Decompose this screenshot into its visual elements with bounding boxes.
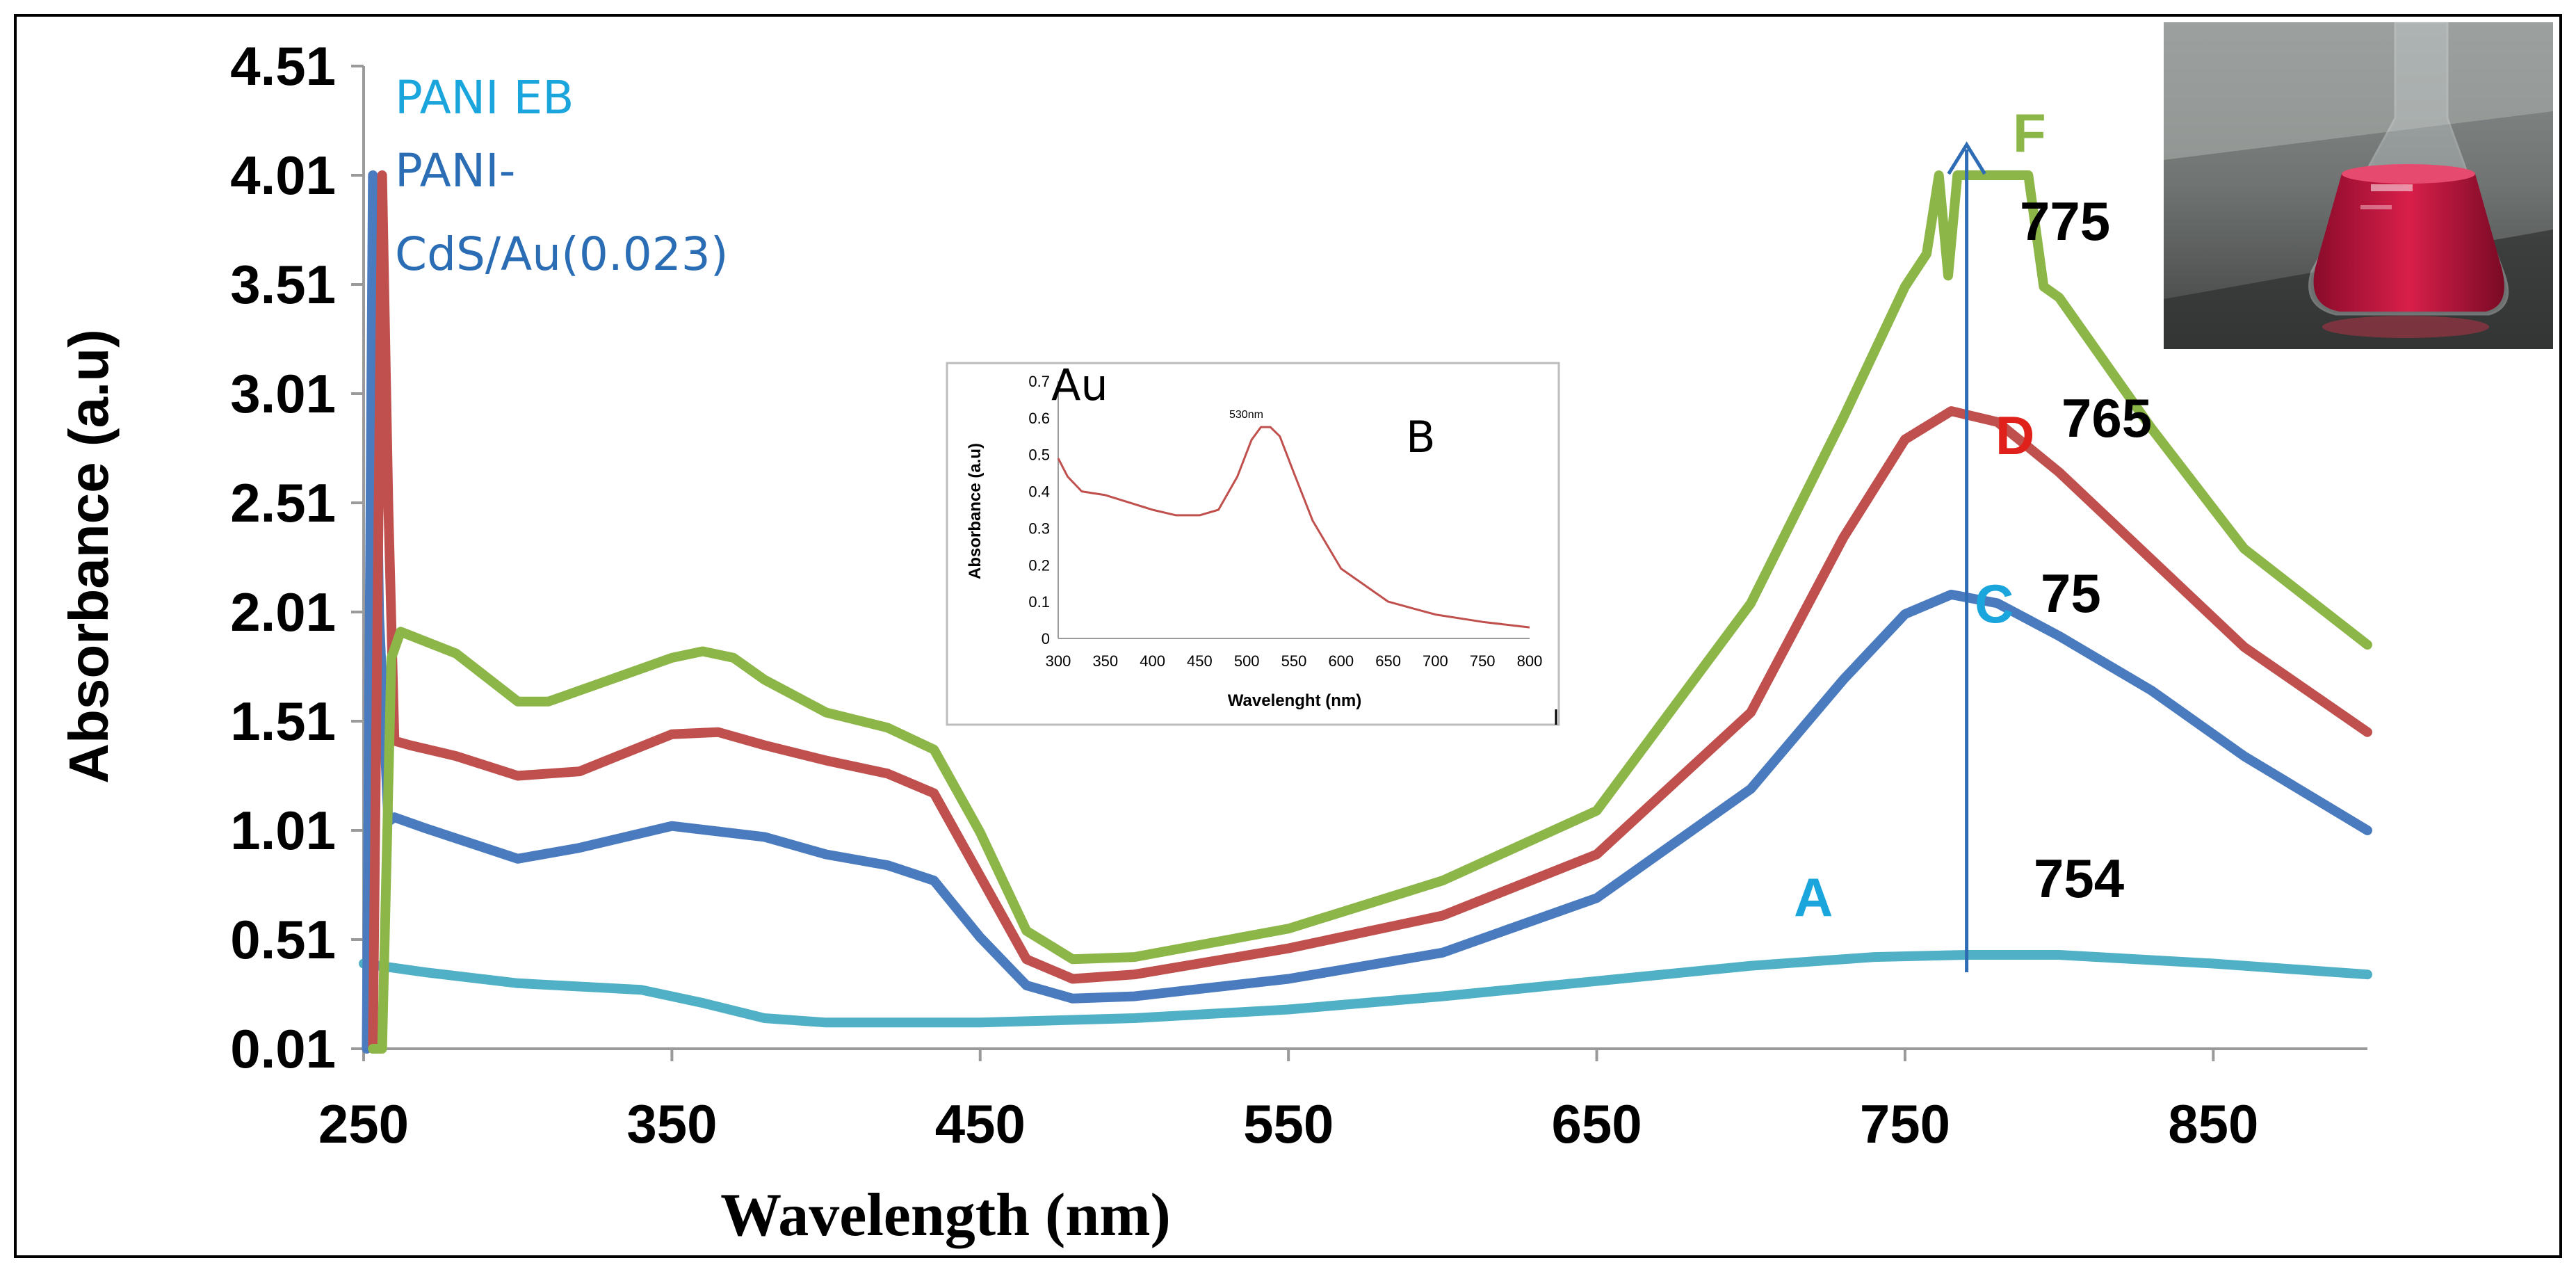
inset-x-tick-label: 400 bbox=[1140, 652, 1165, 670]
inset-y-axis-title: Absorbance (a.u) bbox=[966, 443, 985, 579]
legend-entry-pani-eb: PANI EB bbox=[395, 71, 574, 124]
legend: PANI EB PANI- CdS/Au(0.023) bbox=[395, 71, 729, 281]
curve-label-75: 75 bbox=[2041, 563, 2101, 624]
curve-label-765: 765 bbox=[2061, 387, 2152, 449]
inset-y-tick-label: 0.5 bbox=[1028, 446, 1050, 464]
inset-x-axis-title: Wavelenght (nm) bbox=[1228, 691, 1361, 710]
inset-y-tick-label: 0.7 bbox=[1028, 373, 1050, 390]
series-group bbox=[359, 170, 2372, 1054]
inset-y-tick-label: 0 bbox=[1042, 630, 1050, 647]
increase-arrow bbox=[1947, 141, 1986, 972]
inset-y-ticks: 0 0.1 0.2 0.3 0.4 0.5 0.6 0.7 bbox=[1028, 373, 1050, 647]
y-tick-label: 0.01 bbox=[230, 1018, 336, 1079]
curve-label-775: 775 bbox=[2020, 191, 2110, 252]
series-line-f bbox=[368, 170, 2372, 1054]
inset-chart: 0 0.1 0.2 0.3 0.4 0.5 0.6 0.7 300 350 400 450 500 55… bbox=[946, 360, 1560, 726]
inset-x-tick-label: 700 bbox=[1423, 652, 1448, 670]
inset-x-tick-label: 650 bbox=[1375, 652, 1401, 670]
inset-x-tick-label: 450 bbox=[1187, 652, 1213, 670]
series-line-a bbox=[359, 950, 2372, 1028]
inset-x-tick-label: 600 bbox=[1328, 652, 1354, 670]
curve-label-754: 754 bbox=[2034, 848, 2124, 909]
arrow-head bbox=[1947, 141, 1986, 175]
inset-x-ticks: 300 350 400 450 500 550 600 650 700 750 800 bbox=[1046, 652, 1543, 670]
x-axis-title: Wavelength (nm) bbox=[720, 1182, 1171, 1249]
x-tick-label: 550 bbox=[1243, 1093, 1334, 1154]
legend-entry-pani: PANI- bbox=[395, 144, 515, 198]
y-tick-label: 3.51 bbox=[230, 254, 336, 315]
inset-x-tick-label: 800 bbox=[1517, 652, 1543, 670]
inset-series bbox=[1057, 426, 1530, 629]
x-tick-label: 850 bbox=[2168, 1093, 2258, 1154]
curve-label-d: D bbox=[1995, 405, 2034, 466]
x-tick-label: 650 bbox=[1551, 1093, 1642, 1154]
inset-label-au: Au bbox=[1051, 360, 1108, 410]
y-tick-label: 0.51 bbox=[230, 909, 336, 970]
y-tick-label: 2.01 bbox=[230, 581, 336, 643]
legend-entry-cds-au: CdS/Au(0.023) bbox=[395, 227, 729, 281]
curve-labels: F 775 D 765 C 75 A 754 bbox=[1794, 102, 2152, 928]
inset-y-tick-label: 0.4 bbox=[1028, 483, 1050, 501]
y-tick-label: 4.51 bbox=[230, 35, 336, 97]
x-tick-label: 750 bbox=[1860, 1093, 1950, 1154]
y-tick-label: 1.51 bbox=[230, 691, 336, 752]
inset-series-line bbox=[1057, 426, 1530, 629]
y-tick-label: 4.01 bbox=[230, 145, 336, 206]
curve-label-f: F bbox=[2013, 102, 2046, 163]
inset-y-tick-label: 0.2 bbox=[1028, 556, 1050, 574]
y-tick-label: 1.01 bbox=[230, 800, 336, 861]
x-ticks: 250 350 450 550 650 750 850 bbox=[318, 1049, 2258, 1154]
inset-x-tick-label: 750 bbox=[1470, 652, 1496, 670]
y-tick-label: 2.51 bbox=[230, 472, 336, 533]
inset-x-tick-label: 300 bbox=[1046, 652, 1071, 670]
inset-y-tick-label: 0.1 bbox=[1028, 593, 1050, 611]
y-axis-title: Absorbance (a.u) bbox=[58, 329, 120, 783]
curve-label-a: A bbox=[1794, 867, 1833, 928]
flask-photo bbox=[2164, 21, 2553, 349]
inset-y-tick-label: 0.6 bbox=[1028, 410, 1050, 427]
series-line-c bbox=[362, 170, 2372, 1054]
curve-label-c: C bbox=[1975, 573, 2014, 634]
inset-x-tick-label: 350 bbox=[1092, 652, 1118, 670]
inset-y-tick-label: 0.3 bbox=[1028, 520, 1050, 537]
inset-x-tick-label: 500 bbox=[1234, 652, 1260, 670]
y-tick-label: 3.01 bbox=[230, 363, 336, 424]
x-tick-label: 350 bbox=[626, 1093, 717, 1154]
x-tick-label: 450 bbox=[935, 1093, 1026, 1154]
series-line-d bbox=[368, 170, 2372, 1054]
inset-peak-label: 530nm bbox=[1229, 409, 1263, 421]
inset-frame bbox=[946, 362, 1560, 726]
inset-x-tick-label: 550 bbox=[1281, 652, 1307, 670]
y-ticks: 0.01 0.51 1.01 1.51 2.01 2.51 3.01 3.51 4.01 4.51 bbox=[230, 35, 364, 1079]
x-tick-label: 250 bbox=[318, 1093, 409, 1154]
inset-label-b: B bbox=[1406, 412, 1436, 462]
